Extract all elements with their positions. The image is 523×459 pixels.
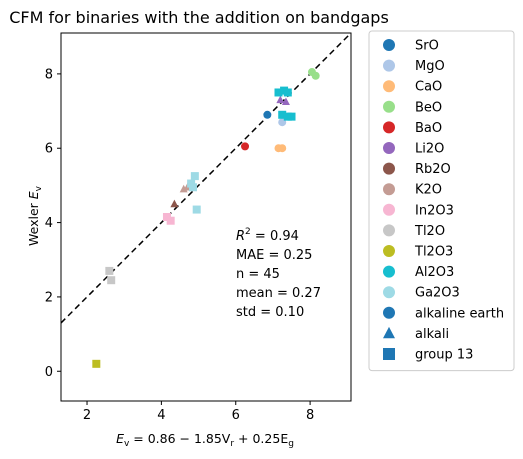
legend-item: BaO	[383, 121, 442, 136]
legend-marker	[383, 162, 395, 175]
legend-label: group 13	[415, 348, 473, 363]
legend-marker	[383, 59, 395, 72]
legend-item: alkali	[383, 327, 449, 342]
plot-area: 2 4 6 8 0 2 4 6 8	[45, 32, 352, 423]
legend-marker	[383, 265, 395, 278]
data-point-al2o3	[278, 110, 287, 119]
data-point-ga2o3	[190, 172, 199, 181]
x-tick-label: 6	[232, 408, 240, 423]
legend-label: BeO	[415, 100, 442, 115]
legend-label: CaO	[415, 80, 442, 95]
x-axis-label: Ev = 0.86 − 1.85Vr + 0.25Eg	[116, 431, 294, 449]
x-tick-label: 8	[306, 408, 314, 423]
chart-title: CFM for binaries with the addition on ba…	[9, 8, 389, 27]
legend-item: Rb2O	[383, 162, 451, 177]
legend: SrO MgO CaO BeO BaO Li2O Rb2O K2O In2O3 Tl2O Tl2O3…	[368, 30, 515, 372]
legend-label: Li2O	[415, 142, 444, 157]
legend-marker	[383, 80, 395, 93]
stats-annotation: R2 = 0.94 MAE = 0.25 n = 45 mean = 0.27 std …	[236, 227, 321, 320]
data-point-li2o	[281, 97, 290, 106]
legend-marker	[383, 39, 395, 51]
data-point-bao	[241, 142, 250, 151]
data-point-tl2o	[107, 276, 116, 285]
stat-mae: MAE = 0.25	[236, 248, 312, 263]
legend-item: BeO	[383, 100, 442, 115]
data-point-cao	[278, 144, 287, 153]
legend-marker	[383, 286, 395, 299]
legend-label: alkaline earth	[415, 306, 504, 321]
legend-item: K2O	[383, 183, 442, 198]
data-point-tl2o	[105, 266, 114, 275]
data-point-sro	[263, 110, 272, 119]
stat-n: n = 45	[236, 267, 280, 282]
legend-item: Al2O3	[383, 265, 454, 280]
legend-label: SrO	[415, 39, 439, 54]
legend-box	[368, 30, 515, 372]
legend-label: In2O3	[415, 203, 454, 218]
data-point-ga2o3	[192, 205, 201, 214]
reference-line	[61, 33, 351, 324]
y-tick-label: 6	[45, 142, 53, 157]
x-tick-label: 2	[83, 408, 91, 423]
legend-label: K2O	[415, 183, 442, 198]
legend-label: Tl2O3	[414, 245, 453, 260]
legend-marker	[383, 306, 395, 319]
data-point-rb2o	[170, 199, 179, 208]
legend-label: MgO	[415, 59, 445, 74]
axes-frame	[60, 32, 352, 402]
legend-marker	[383, 183, 395, 196]
legend-marker	[383, 121, 395, 134]
legend-marker	[383, 326, 395, 339]
legend-label: Ga2O3	[415, 286, 460, 301]
legend-marker	[383, 100, 395, 113]
stat-std: std = 0.10	[236, 305, 304, 320]
data-point-ga2o3	[188, 183, 197, 192]
legend-label: Tl2O	[414, 224, 445, 239]
data-point-li2o	[276, 95, 285, 104]
y-tick-label: 0	[45, 365, 53, 380]
y-axis-label: Wexler Ev	[26, 185, 44, 246]
data-point-al2o3	[283, 88, 292, 97]
legend-item: MgO	[383, 59, 445, 74]
data-point-in2o3	[166, 216, 175, 225]
legend-item: SrO	[383, 39, 439, 54]
legend-item: Tl2O	[383, 224, 445, 239]
legend-item: Li2O	[383, 142, 444, 157]
legend-item: In2O3	[383, 203, 454, 218]
stat-mean: mean = 0.27	[236, 286, 321, 301]
legend-label: BaO	[415, 121, 442, 136]
legend-label: Rb2O	[415, 162, 451, 177]
y-tick-label: 4	[45, 216, 53, 231]
legend-item: group 13	[383, 348, 473, 363]
legend-marker	[383, 142, 395, 154]
legend-label: alkali	[415, 327, 449, 342]
legend-marker	[383, 245, 395, 257]
x-tick-label: 4	[157, 408, 165, 423]
legend-item: alkaline earth	[383, 306, 504, 321]
legend-item: CaO	[383, 80, 442, 95]
data-point-al2o3	[274, 88, 283, 97]
data-point-al2o3	[287, 112, 296, 121]
legend-marker	[383, 224, 395, 237]
legend-marker	[383, 348, 395, 360]
y-tick-label: 8	[45, 67, 53, 82]
data-point-beo	[311, 71, 320, 80]
legend-item: Tl2O3	[383, 245, 453, 260]
legend-item: Ga2O3	[383, 286, 460, 301]
stat-r2: R2 = 0.94	[236, 227, 299, 244]
y-tick-label: 2	[45, 290, 53, 305]
legend-label: Al2O3	[415, 265, 454, 280]
data-point-tl2o3	[92, 359, 101, 368]
legend-marker	[383, 203, 395, 216]
